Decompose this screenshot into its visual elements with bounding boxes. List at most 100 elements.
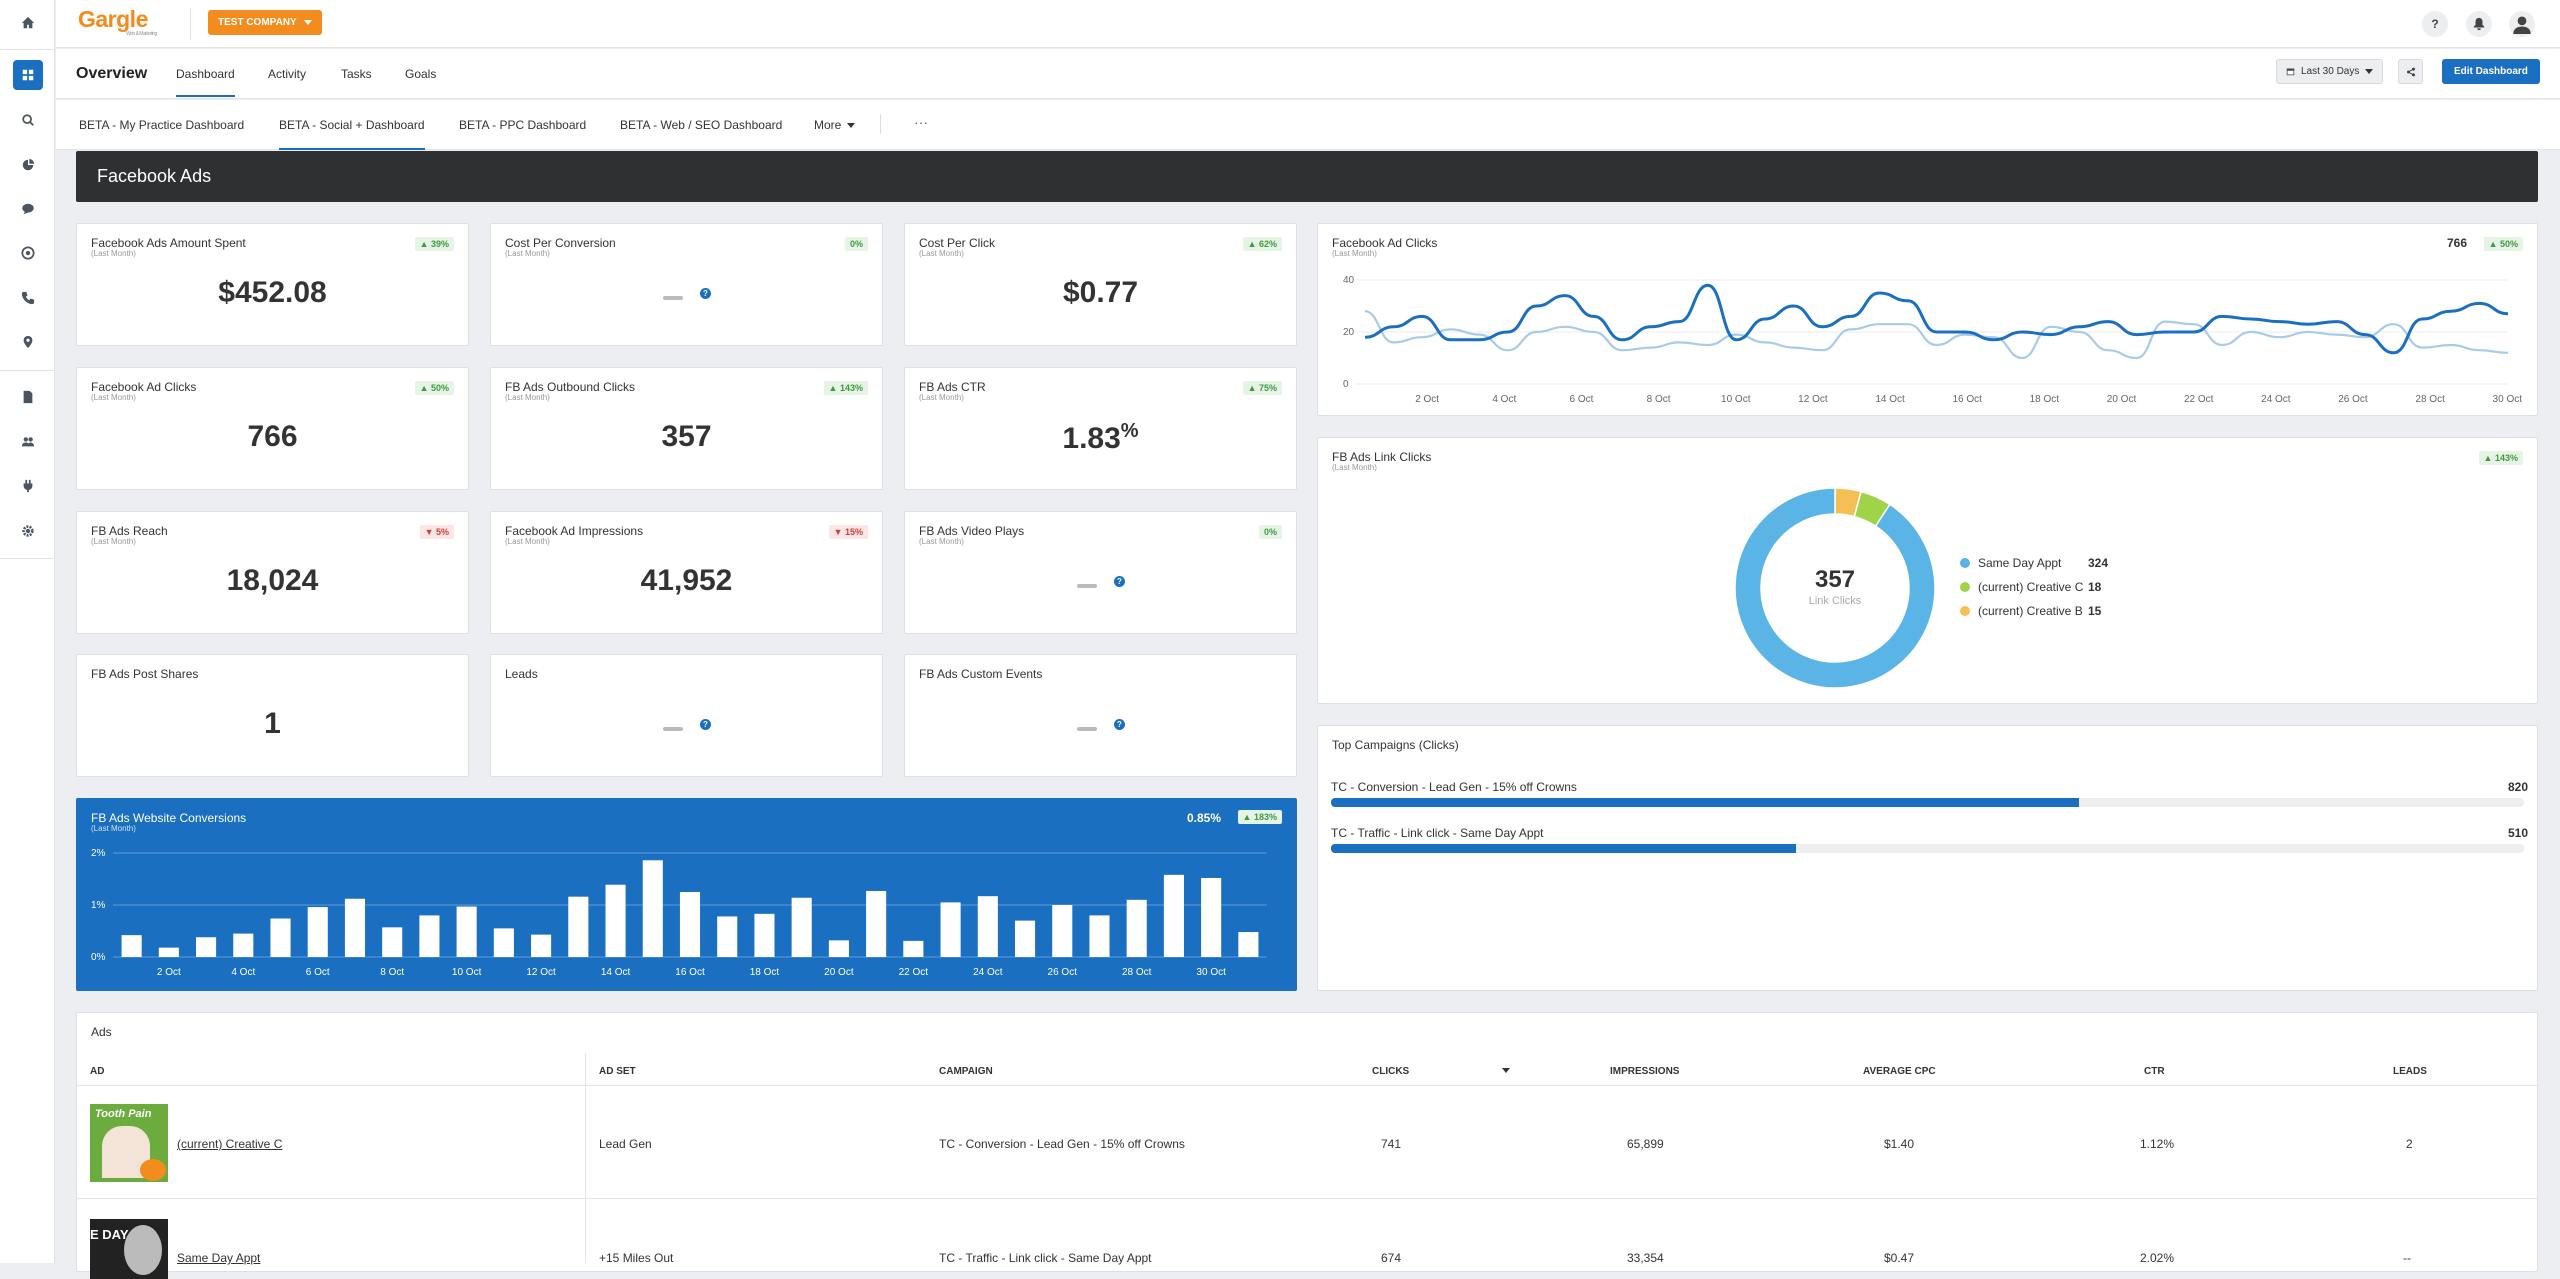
column-header-impressions[interactable]: IMPRESSIONS [1610, 1066, 1680, 1077]
help-button[interactable]: ? [2422, 11, 2448, 37]
column-header-ctr[interactable]: CTR [2144, 1066, 2165, 1077]
bar[interactable] [307, 907, 328, 957]
clicks: 674 [1381, 1251, 1402, 1265]
bar[interactable] [568, 896, 589, 957]
bar[interactable] [382, 927, 403, 957]
phone-icon[interactable] [13, 283, 43, 313]
column-header-leads[interactable]: LEADS [2393, 1066, 2427, 1077]
bar[interactable] [456, 906, 477, 957]
ad-thumbnail[interactable]: Tooth Pain [90, 1104, 168, 1182]
bar[interactable] [605, 884, 626, 957]
bar[interactable] [940, 902, 961, 957]
bar[interactable] [903, 940, 924, 957]
home-icon[interactable] [13, 8, 43, 38]
tab-tasks[interactable]: Tasks [341, 67, 372, 81]
plug-icon[interactable] [13, 471, 43, 501]
company-selector[interactable]: TEST COMPANY [208, 10, 322, 35]
tab-activity[interactable]: Activity [268, 67, 307, 81]
settings-icon[interactable] [13, 516, 43, 546]
ad-name-link[interactable]: (current) Creative C [177, 1137, 283, 1151]
column-header-average-cpc[interactable]: AVERAGE CPC [1863, 1066, 1936, 1077]
tab-ppc-dashboard[interactable]: BETA - PPC Dashboard [459, 118, 587, 132]
bar[interactable] [344, 898, 366, 957]
bar[interactable] [791, 897, 812, 957]
metric-title: FB Ads CTR [919, 380, 986, 394]
legend-label: (current) Creative B [1978, 604, 2083, 618]
overflow-menu-button[interactable]: ··· [914, 114, 928, 130]
bar[interactable] [1052, 905, 1073, 957]
pie-chart-icon[interactable] [13, 150, 43, 180]
column-header-ad-set[interactable]: AD SET [599, 1066, 636, 1077]
x-tick-label: 6 Oct [1570, 394, 1594, 405]
change-badge: ▲ 50% [2483, 237, 2523, 251]
bar[interactable] [679, 892, 701, 957]
search-icon[interactable] [13, 105, 43, 135]
chat-icon[interactable] [13, 194, 43, 224]
change-badge: ▲ 183% [1237, 810, 1282, 824]
bar[interactable] [196, 937, 217, 957]
x-tick-label: 20 Oct [2107, 394, 2137, 405]
sort-desc-icon[interactable] [1502, 1068, 1510, 1073]
page-title: Overview [76, 65, 148, 82]
bar[interactable] [866, 890, 887, 957]
bar[interactable] [1238, 932, 1259, 957]
bar[interactable] [121, 935, 142, 957]
edit-dashboard-button[interactable]: Edit Dashboard [2442, 59, 2540, 84]
location-pin-icon[interactable] [13, 327, 43, 357]
info-icon[interactable]: ? [700, 288, 711, 299]
bar[interactable] [1126, 899, 1147, 957]
tab-social-dashboard[interactable]: BETA - Social + Dashboard [279, 118, 425, 150]
users-icon[interactable] [13, 427, 43, 457]
bar[interactable] [828, 940, 849, 957]
bar[interactable] [1201, 877, 1222, 957]
column-header-ad[interactable]: AD [90, 1066, 105, 1077]
tab-dashboard[interactable]: Dashboard [176, 67, 235, 97]
metric-number: 41,952 [640, 564, 733, 597]
tab-web-seo-dashboard[interactable]: BETA - Web / SEO Dashboard [620, 118, 783, 132]
column-header-campaign[interactable]: CAMPAIGN [939, 1066, 993, 1077]
bar[interactable] [1014, 920, 1036, 957]
bar[interactable] [642, 860, 663, 957]
bar[interactable] [1089, 915, 1110, 957]
bar[interactable] [977, 896, 998, 957]
bar[interactable] [717, 916, 738, 957]
document-icon[interactable] [13, 382, 43, 412]
notifications-button[interactable] [2466, 11, 2492, 37]
user-avatar[interactable] [2509, 11, 2535, 37]
ad-name-link[interactable]: Same Day Appt [177, 1251, 261, 1265]
date-range-button[interactable]: Last 30 Days [2276, 59, 2384, 84]
change-value: 75% [1258, 383, 1277, 393]
bar[interactable] [531, 934, 552, 957]
share-button[interactable] [2398, 59, 2423, 84]
legend-item[interactable]: Same Day Appt 324 [1960, 556, 2108, 570]
more-tabs-dropdown[interactable]: More [814, 118, 856, 148]
tab-my-practice-dashboard[interactable]: BETA - My Practice Dashboard [79, 118, 245, 132]
reviews-icon[interactable] [13, 238, 43, 268]
tab-goals[interactable]: Goals [405, 67, 437, 81]
change-value: 15% [844, 527, 863, 537]
legend-item[interactable]: (current) Creative C 18 [1960, 580, 2101, 594]
brand-logo[interactable]: Gargle Web & Marketing [78, 6, 157, 37]
info-icon[interactable]: ? [1114, 576, 1125, 587]
legend-item[interactable]: (current) Creative B 15 [1960, 604, 2101, 618]
leads: 2 [2406, 1137, 2413, 1151]
bar[interactable] [1163, 874, 1184, 957]
info-icon[interactable]: ? [700, 719, 711, 730]
average-cpc: $1.40 [1884, 1137, 1915, 1151]
fb-ads-website-conversions-card: FB Ads Website Conversions (Last Month) … [76, 798, 1297, 991]
bar[interactable] [754, 913, 775, 957]
bar[interactable] [270, 918, 291, 957]
bar[interactable] [493, 928, 514, 957]
donut-slice-same-day-appt[interactable] [1734, 487, 1936, 689]
x-tick-label: 24 Oct [2261, 394, 2291, 405]
bar[interactable] [233, 933, 254, 957]
bar[interactable] [158, 947, 179, 957]
info-icon[interactable]: ? [1114, 719, 1125, 730]
ad-thumbnail[interactable]: E DAY [90, 1219, 168, 1279]
dashboard-icon[interactable] [13, 60, 43, 90]
column-header-clicks[interactable]: CLICKS [1372, 1066, 1410, 1077]
bar[interactable] [419, 915, 440, 957]
series-line-1 [1364, 310, 2509, 360]
metric-card-cost-per-conversion: Cost Per Conversion (Last Month) 0%? [490, 223, 883, 346]
metric-card-facebook-ad-impressions: Facebook Ad Impressions (Last Month) ▼ 15%… [490, 511, 883, 634]
